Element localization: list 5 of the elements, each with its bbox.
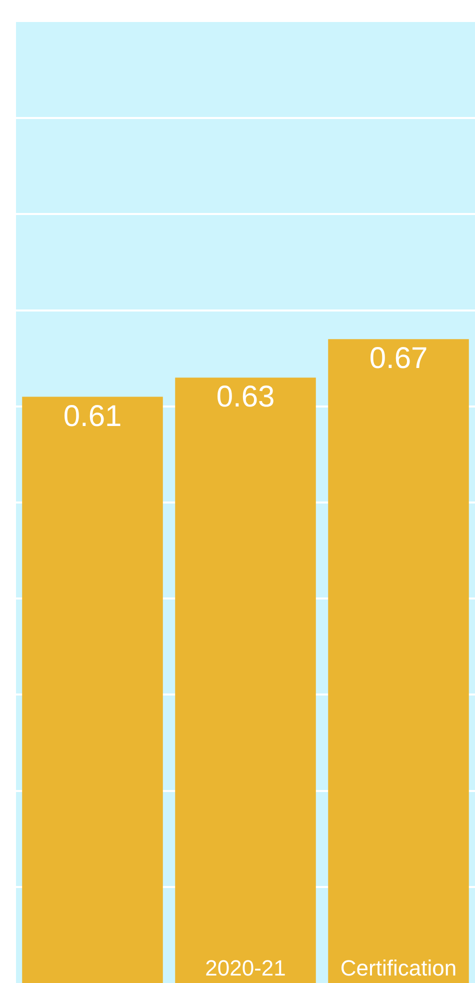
data-label: 0.63 <box>216 380 275 414</box>
x-tick-label: Certification <box>340 956 457 981</box>
data-label: 0.67 <box>369 342 428 376</box>
data-label: 0.61 <box>63 400 122 433</box>
x-tick-label: 2020-21 <box>205 956 286 981</box>
